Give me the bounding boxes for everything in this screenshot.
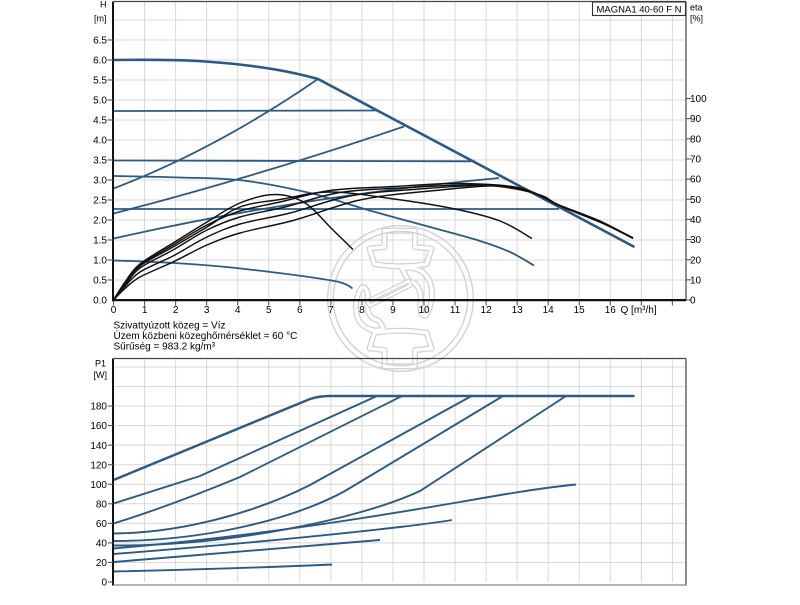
svg-text:100: 100 [90, 480, 107, 491]
svg-text:40: 40 [96, 539, 108, 550]
svg-text:20: 20 [690, 255, 702, 266]
svg-text:[m]: [m] [94, 14, 107, 24]
svg-text:15: 15 [574, 305, 586, 316]
svg-text:80: 80 [690, 134, 702, 145]
svg-text:100: 100 [690, 94, 707, 105]
svg-text:P1: P1 [95, 359, 106, 369]
svg-text:60: 60 [690, 175, 702, 186]
svg-text:7: 7 [328, 305, 334, 316]
svg-text:4.5: 4.5 [93, 116, 107, 127]
svg-text:2.5: 2.5 [93, 196, 107, 207]
svg-text:eta: eta [690, 3, 703, 13]
svg-text:140: 140 [90, 441, 107, 452]
svg-text:30: 30 [690, 235, 702, 246]
svg-text:Üzem közbeni közeghőmérséklet: Üzem közbeni közeghőmérséklet = 60 °C [114, 330, 298, 342]
svg-text:1: 1 [142, 305, 148, 316]
svg-text:50: 50 [690, 195, 702, 206]
svg-text:0: 0 [111, 305, 117, 316]
svg-text:4: 4 [235, 305, 241, 316]
svg-text:3: 3 [204, 305, 210, 316]
svg-text:1.5: 1.5 [93, 236, 107, 247]
svg-text:12: 12 [481, 305, 493, 316]
svg-text:8: 8 [359, 305, 365, 316]
svg-text:3.5: 3.5 [93, 156, 107, 167]
svg-text:10: 10 [690, 276, 702, 287]
svg-text:2.0: 2.0 [93, 216, 107, 227]
svg-text:5.5: 5.5 [93, 76, 107, 87]
svg-text:3.0: 3.0 [93, 176, 107, 187]
svg-text:2: 2 [173, 305, 179, 316]
svg-text:9: 9 [390, 305, 396, 316]
svg-text:[%]: [%] [690, 14, 703, 24]
svg-text:120: 120 [90, 460, 107, 471]
svg-text:20: 20 [96, 558, 108, 569]
svg-text:0.0: 0.0 [93, 296, 107, 307]
svg-text:5.0: 5.0 [93, 96, 107, 107]
svg-text:40: 40 [690, 215, 702, 226]
svg-text:6.0: 6.0 [93, 56, 107, 67]
svg-text:0.5: 0.5 [93, 276, 107, 287]
svg-text:H: H [100, 0, 107, 10]
svg-text:10: 10 [418, 305, 430, 316]
svg-text:MAGNA1 40-60 F N: MAGNA1 40-60 F N [597, 4, 682, 15]
svg-text:5: 5 [266, 305, 272, 316]
svg-text:Q [m³/h]: Q [m³/h] [621, 305, 657, 316]
svg-text:90: 90 [690, 114, 702, 125]
svg-text:11: 11 [450, 305, 461, 316]
svg-text:1.0: 1.0 [93, 256, 107, 267]
svg-text:Sűrűség = 983.2 kg/m³: Sűrűség = 983.2 kg/m³ [114, 342, 216, 353]
svg-text:180: 180 [90, 402, 107, 413]
svg-text:14: 14 [543, 305, 555, 316]
svg-text:6: 6 [297, 305, 303, 316]
svg-text:60: 60 [96, 519, 108, 530]
svg-text:0: 0 [101, 578, 107, 589]
svg-text:4.0: 4.0 [93, 136, 107, 147]
svg-text:[W]: [W] [94, 370, 108, 380]
svg-text:70: 70 [690, 155, 702, 166]
svg-text:16: 16 [605, 305, 617, 316]
svg-text:160: 160 [90, 421, 107, 432]
svg-text:13: 13 [512, 305, 524, 316]
svg-text:6.5: 6.5 [93, 36, 107, 47]
svg-text:80: 80 [96, 499, 108, 510]
svg-text:Szivattyúzott közeg = Víz: Szivattyúzott közeg = Víz [114, 321, 226, 332]
svg-text:0: 0 [690, 296, 696, 307]
